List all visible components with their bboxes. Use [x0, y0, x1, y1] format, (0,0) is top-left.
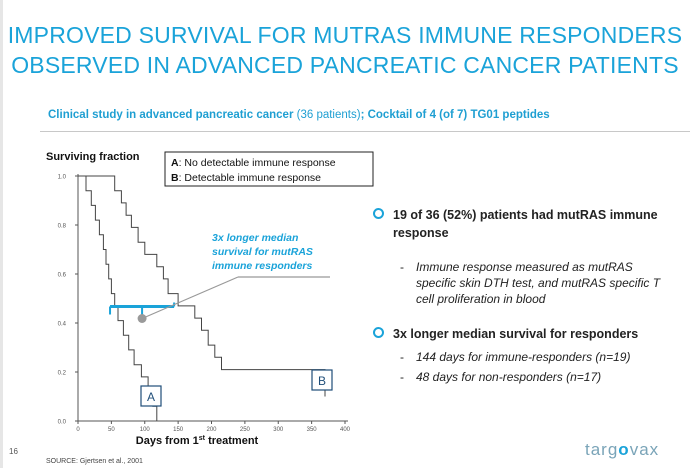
- logo-text-o: o: [618, 440, 630, 459]
- company-logo: targovax: [585, 440, 659, 460]
- x-axis-label-sup: st: [199, 435, 206, 442]
- subtitle-patients: (36 patients): [293, 109, 361, 121]
- x-axis-label-end: treatment: [205, 435, 259, 447]
- y-tick-label: 1.0: [58, 175, 67, 181]
- bullet-circle-icon: [373, 327, 384, 338]
- series-label-b-frame: [311, 369, 333, 391]
- sub-bullet-text: Immune response measured as mutRAS speci…: [416, 260, 661, 306]
- series-label-a-frame: [140, 385, 162, 407]
- dash-icon: -: [400, 260, 404, 274]
- sub-bullet-text: 48 days for non-responders (n=17): [416, 370, 602, 384]
- logo-text-end: vax: [629, 440, 660, 459]
- x-ticks: 0 50 100 150 200 250 300 350 400: [76, 421, 351, 433]
- y-tick-label: 0.6: [58, 273, 67, 279]
- legend-entry-a: A: No detectable immune response: [171, 157, 336, 169]
- x-tick-label: 400: [340, 427, 351, 433]
- survival-chart: Surviving fraction 1.0 0.8 0.6 0.4 0.2 0.0 0 5…: [46, 151, 374, 447]
- callout-dot: [137, 314, 147, 323]
- annotation-line-1: 3x longer median: [212, 232, 298, 244]
- y-tick-label: 0.4: [58, 322, 67, 328]
- subtitle-study: Clinical study in advanced pancreatic ca…: [48, 109, 294, 121]
- x-tick-label: 300: [273, 427, 284, 433]
- x-tick-label: 200: [206, 427, 217, 433]
- y-ticks: 1.0 0.8 0.6 0.4 0.2 0.0: [58, 175, 78, 426]
- subtitle-cocktail: ; Cocktail of 4 (of 7) TG01 peptides: [360, 109, 550, 121]
- slide-title: IMPROVED SURVIVAL FOR MUTRAS IMMUNE RESP…: [0, 20, 690, 80]
- median-survival-annotation: 3x longer median survival for mutRAS imm…: [109, 232, 330, 323]
- bullet-immune-response: 19 of 36 (52%) patients had mutRAS immun…: [373, 206, 673, 307]
- legend-key-b: B: [171, 172, 179, 184]
- series-label-a: A: [147, 390, 155, 404]
- y-axis-label: Surviving fraction: [46, 151, 140, 163]
- legend-key-a: A: [171, 157, 179, 169]
- x-tick-label: 150: [173, 427, 184, 433]
- x-tick-label: 50: [108, 427, 115, 433]
- plot-frame: [77, 174, 348, 422]
- annotation-line-2: survival for mutRAS: [212, 246, 313, 258]
- y-tick-label: 0.8: [58, 224, 67, 230]
- series-label-b: B: [318, 374, 326, 388]
- source-citation: SOURCE: Gjertsen et al., 2001: [46, 458, 143, 465]
- series-label-a-box: A: [140, 385, 162, 407]
- x-tick-label: 100: [140, 427, 151, 433]
- slide-subtitle: Clinical study in advanced pancreatic ca…: [48, 109, 550, 121]
- bullet-text: 3x longer median survival for responders: [393, 327, 639, 341]
- logo-text-start: targ: [585, 440, 619, 459]
- legend-text-b: : Detectable immune response: [179, 172, 322, 184]
- page-number: 16: [9, 447, 18, 456]
- dash-icon: -: [400, 350, 404, 364]
- sub-bullet: - 48 days for non-responders (n=17): [400, 369, 673, 385]
- slide-edge: [0, 0, 3, 468]
- survival-curve-a: [78, 175, 158, 421]
- y-tick-label: 0.2: [58, 371, 67, 377]
- bullet-circle-icon: [373, 208, 384, 219]
- sub-bullet: - 144 days for immune-responders (n=19): [400, 349, 673, 365]
- x-tick-label: 350: [307, 427, 318, 433]
- bullet-median-survival: 3x longer median survival for responders…: [373, 325, 673, 385]
- sub-bullet: - Immune response measured as mutRAS spe…: [400, 259, 673, 307]
- title-line-2: OBSERVED IN ADVANCED PANCREATIC CANCER P…: [11, 52, 679, 78]
- bullet-text: 19 of 36 (52%) patients had mutRAS immun…: [393, 208, 658, 240]
- subtitle-divider: [40, 131, 690, 132]
- x-axis-label-main: Days from 1: [136, 435, 199, 447]
- legend-text-a: : No detectable immune response: [179, 157, 336, 169]
- legend-entry-b: B: Detectable immune response: [171, 172, 321, 184]
- title-line-1: IMPROVED SURVIVAL FOR MUTRAS IMMUNE RESP…: [7, 22, 683, 48]
- y-tick-label: 0.0: [58, 420, 67, 426]
- x-tick-label: 250: [240, 427, 251, 433]
- dash-icon: -: [400, 370, 404, 384]
- callout-line: [141, 276, 239, 320]
- x-tick-label: 0: [76, 427, 80, 433]
- annotation-line-3: immune responders: [212, 260, 313, 272]
- x-axis-label: Days from 1st treatment: [136, 435, 259, 447]
- survival-curve-b: [78, 175, 326, 397]
- legend-box: A: No detectable immune response B: Dete…: [164, 151, 374, 187]
- sub-bullet-text: 144 days for immune-responders (n=19): [416, 350, 631, 364]
- series-label-b-box: B: [311, 369, 333, 391]
- legend-frame: [164, 151, 374, 187]
